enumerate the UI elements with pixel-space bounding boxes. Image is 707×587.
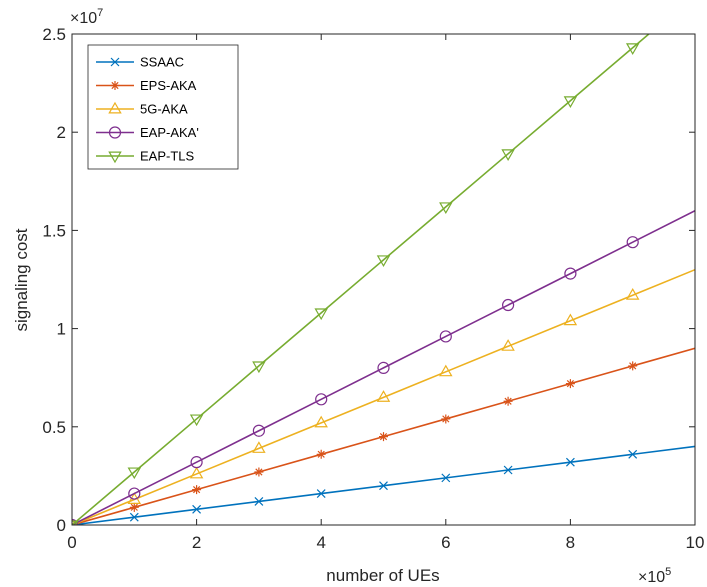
legend-label: EPS-AKA — [140, 78, 197, 93]
data-point — [129, 512, 139, 522]
y-axis-label: signaling cost — [12, 228, 31, 331]
data-point — [502, 298, 515, 312]
legend-item: EPS-AKA — [96, 78, 197, 93]
data-point — [379, 432, 388, 442]
legend-label: 5G-AKA — [140, 102, 188, 117]
legend-marker — [108, 126, 122, 139]
y-tick-label: 0 — [57, 516, 66, 535]
data-point — [626, 236, 639, 249]
data-point — [441, 414, 451, 424]
data-point — [254, 497, 264, 506]
data-point — [379, 481, 388, 491]
legend-marker — [110, 81, 120, 90]
data-point — [315, 393, 328, 406]
data-point — [252, 361, 266, 374]
x-axis-ticks: 0 2 4 6 8 10 — [67, 34, 704, 552]
series-layer — [72, 34, 695, 525]
data-point — [252, 424, 265, 437]
y-tick-label: 2.5 — [42, 25, 66, 44]
data-point — [563, 96, 578, 108]
legend-marker — [108, 151, 122, 164]
y-axis-ticks: 0 0.5 1 1.5 2 2.5 — [42, 25, 695, 535]
x-tick-label: 10 — [686, 533, 705, 552]
data-point — [628, 361, 638, 371]
data-point — [127, 467, 142, 480]
legend-marker — [110, 57, 120, 67]
y-axis-multiplier: ×107 — [70, 7, 103, 27]
data-point — [128, 487, 141, 500]
data-point — [189, 466, 204, 479]
data-point — [316, 449, 326, 459]
y-tick-label: 1 — [57, 320, 66, 339]
data-point — [439, 364, 453, 377]
data-point — [189, 414, 204, 427]
data-point — [316, 489, 326, 499]
y-tick-label: 0.5 — [42, 418, 66, 437]
legend-item: SSAAC — [96, 55, 184, 70]
x-axis-multiplier: ×105 — [638, 566, 671, 586]
data-point — [192, 504, 202, 514]
series-eap-tls — [72, 34, 651, 525]
legend-item: EAP-AKA' — [96, 125, 199, 140]
data-point — [503, 465, 513, 475]
data-point — [254, 467, 264, 477]
series-line — [72, 268, 695, 525]
y-tick-label: 1.5 — [42, 221, 66, 240]
data-point — [190, 456, 203, 469]
y-tick-label: 2 — [57, 123, 66, 142]
data-point — [563, 313, 578, 326]
series-ssaac — [72, 445, 695, 525]
data-point — [565, 457, 575, 467]
data-point — [628, 449, 638, 459]
x-tick-label: 4 — [316, 533, 325, 552]
x-tick-label: 6 — [441, 533, 450, 552]
x-axis-label: number of UEs — [326, 566, 439, 585]
data-point — [376, 255, 391, 268]
data-point — [314, 415, 328, 428]
data-point — [564, 267, 577, 280]
legend-item: 5G-AKA — [96, 102, 188, 117]
data-point — [376, 390, 391, 402]
data-point — [252, 441, 266, 453]
data-point — [501, 149, 515, 162]
plot-frame — [71, 33, 696, 526]
data-point — [625, 288, 640, 300]
data-point — [192, 485, 202, 495]
data-point — [503, 396, 513, 406]
series-line — [72, 210, 695, 525]
data-point — [625, 43, 640, 55]
series-eap-aka- — [72, 210, 695, 525]
x-tick-label: 8 — [566, 533, 575, 552]
legend-item: EAP-TLS — [96, 149, 195, 164]
data-point — [129, 502, 139, 512]
x-tick-label: 0 — [67, 533, 76, 552]
legend-marker — [108, 101, 122, 114]
series-line — [72, 34, 651, 525]
data-point — [439, 330, 452, 343]
data-point — [501, 339, 515, 351]
legend: SSAAC EPS-AKA 5G-AKA EAP-AKA' EAP-TLS — [87, 44, 239, 170]
legend-label: EAP-AKA' — [140, 125, 199, 140]
x-tick-label: 2 — [192, 533, 201, 552]
data-point — [314, 308, 328, 321]
data-point — [441, 473, 451, 483]
data-point — [565, 379, 575, 389]
legend-label: SSAAC — [140, 55, 184, 70]
legend-label: EAP-TLS — [140, 149, 195, 164]
data-point — [439, 202, 453, 215]
data-point — [377, 361, 390, 374]
series-eps-aka — [72, 347, 695, 525]
